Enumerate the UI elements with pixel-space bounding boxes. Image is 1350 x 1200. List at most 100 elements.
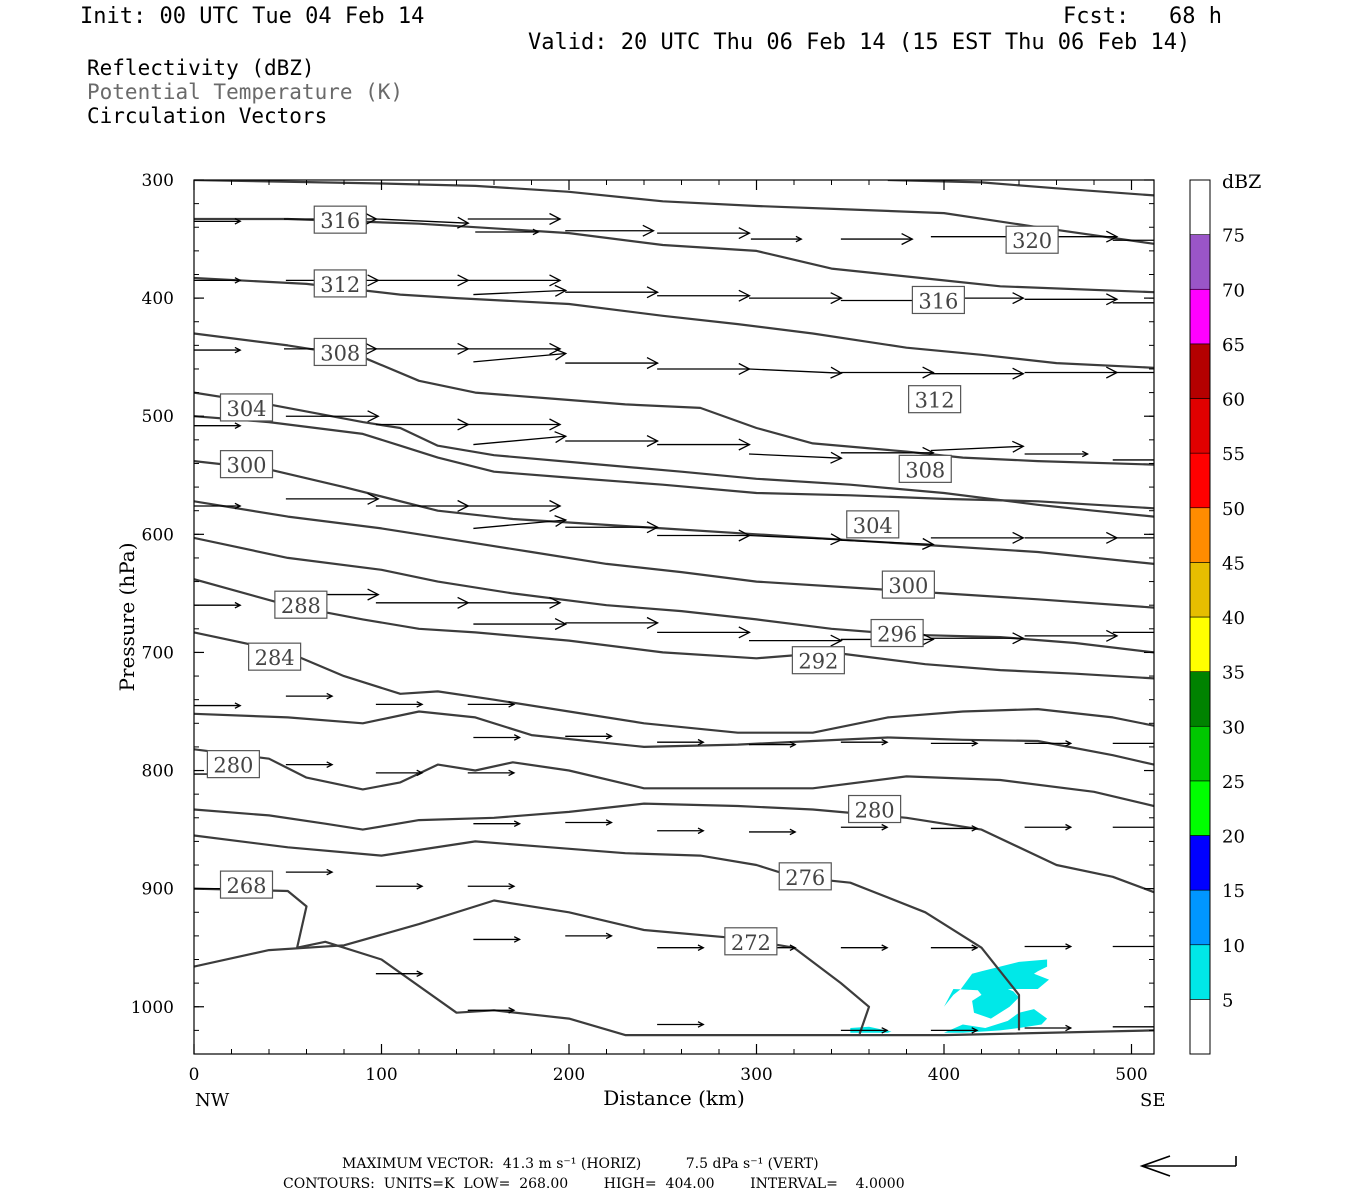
circulation-vector: [467, 212, 562, 225]
circulation-vector: [473, 431, 568, 446]
colorbar-label: 10: [1222, 936, 1245, 957]
contour-label-text: 308: [320, 341, 360, 365]
contour-label-text: 300: [226, 454, 266, 478]
circulation-vector: [1024, 1024, 1073, 1032]
contour-label-text: 300: [888, 574, 928, 598]
circulation-vector: [565, 616, 660, 629]
circulation-vector: [657, 438, 751, 451]
theta-contour-312: [194, 415, 1154, 510]
theta-contour-284: [194, 748, 1154, 808]
circulation-vector: [565, 819, 613, 826]
circulation-vector: [930, 825, 979, 832]
circulation-vector: [194, 277, 242, 284]
circulation-vector: [748, 451, 843, 464]
circulation-vector: [565, 357, 660, 370]
circulation-vector: [285, 692, 334, 700]
circulation-vector: [1024, 450, 1090, 458]
circulation-vector: [565, 224, 655, 237]
circulation-vector: [1024, 293, 1119, 306]
colorbar-swatch: [1189, 671, 1211, 727]
contour-label: 304: [846, 510, 900, 539]
colorbar-swatch: [1189, 343, 1211, 399]
contour-label-text: 312: [320, 273, 360, 297]
y-tick-label: 700: [142, 643, 174, 663]
y-tick-label: 900: [142, 880, 174, 900]
colorbar-swatch: [1189, 944, 1211, 1000]
circulation-vector: [467, 499, 562, 512]
circulation-vector: [194, 218, 242, 225]
circulation-vector: [657, 1021, 705, 1028]
circulation-vector: [285, 410, 380, 423]
colorbar-swatch: [1189, 780, 1211, 836]
reflectivity-area: [944, 1009, 1048, 1033]
circulation-vector: [375, 418, 470, 431]
colorbar: 5 10 15 20 25 30 35 40 45 50 55 60 65 70 75: [1189, 179, 1245, 1055]
x-tick-label: 300: [740, 1065, 772, 1085]
circulation-vector: [467, 342, 562, 355]
colorbar-label: 30: [1222, 717, 1245, 738]
contour-label-text: 288: [281, 594, 321, 618]
colorbar-label: 55: [1222, 444, 1245, 465]
circulation-vector: [375, 596, 470, 609]
colorbar-swatch: [1189, 234, 1211, 290]
contour-label-text: 280: [213, 754, 253, 778]
circulation-vector: [840, 1027, 889, 1034]
circulation-vector: [840, 823, 889, 831]
circulation-vector: [375, 216, 470, 229]
footer-contour-info: CONTOURS: UNITS=K LOW= 268.00 HIGH= 404.…: [283, 1176, 905, 1192]
circulation-vector: [1112, 371, 1154, 374]
circulation-vector: [194, 702, 242, 709]
circulation-vector: [930, 740, 979, 747]
circulation-vector: [375, 274, 470, 287]
plot-frame: [193, 179, 1155, 1055]
theta-contour-276: [194, 834, 1021, 1031]
contour-label: 280: [848, 794, 902, 824]
circulation-vector: [565, 286, 660, 299]
colorbar-label: 40: [1222, 608, 1245, 629]
circulation-vector: [1024, 629, 1119, 642]
circulation-vector: [657, 944, 705, 951]
contour-label-text: 304: [853, 514, 893, 538]
contour-label: 316: [313, 205, 367, 234]
colorbar-swatch: [1189, 288, 1211, 345]
y-tick-label: 300: [142, 171, 174, 191]
se-label: SE: [1140, 1090, 1165, 1111]
colorbar-swatch: [1189, 179, 1211, 235]
contour-label: 308: [313, 337, 367, 367]
circulation-vector: [657, 227, 751, 240]
circulation-vector: [1112, 537, 1154, 539]
circulation-vector: [467, 596, 562, 609]
colorbar-label: 20: [1222, 827, 1245, 848]
circulation-vector: [840, 366, 935, 379]
circulation-vector: [467, 1007, 516, 1014]
y-tick-label: 500: [142, 407, 174, 427]
circulation-vector: [657, 827, 705, 835]
circulation-vector: [194, 422, 242, 429]
circulation-vector: [475, 228, 540, 236]
circulation-vector: [467, 701, 516, 708]
circulation-vector: [473, 284, 568, 297]
nw-label: NW: [195, 1090, 230, 1111]
circulation-vector: [749, 828, 797, 836]
contour-label: 316: [911, 285, 965, 315]
contour-label-text: 312: [915, 389, 955, 413]
circulation-vector: [1112, 459, 1154, 461]
contour-label-layer: 316 312 308 304 300 288 284 280 268 272 276 280 292 2…: [206, 205, 1059, 956]
theta-contour-272: [194, 899, 871, 1035]
field-potential-temperature: Potential Temperature (K): [87, 80, 404, 104]
contour-label-text: 304: [226, 397, 266, 421]
colorbar-title: dBZ: [1222, 171, 1261, 193]
init-time: Init: 00 UTC Tue 04 Feb 14: [80, 4, 425, 29]
contour-label-text: 316: [918, 289, 958, 313]
contour-label: 296: [870, 618, 924, 648]
circulation-vector: [1112, 631, 1154, 634]
colorbar-label: 35: [1222, 663, 1245, 684]
valid-time: Valid: 20 UTC Thu 06 Feb 14 (15 EST Thu …: [528, 30, 1191, 55]
contour-label-text: 292: [798, 650, 838, 674]
colorbar-label: 65: [1222, 335, 1245, 356]
y-tick-label: 400: [142, 289, 174, 309]
colorbar-swatch: [1189, 835, 1211, 891]
colorbar-label: 50: [1222, 499, 1245, 520]
contour-label-text: 272: [731, 931, 771, 955]
